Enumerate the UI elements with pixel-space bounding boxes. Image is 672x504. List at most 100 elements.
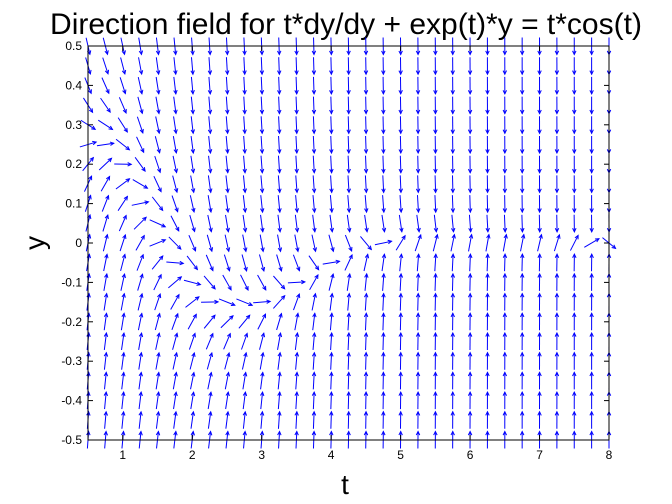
field-arrow [381, 116, 386, 135]
y-tick-label: 0.1 [65, 197, 82, 211]
field-arrow [433, 312, 438, 331]
field-arrow [120, 57, 127, 76]
field-arrow [346, 195, 352, 214]
field-arrow [259, 76, 265, 96]
field-arrow [190, 76, 195, 96]
field-arrow [415, 135, 421, 155]
field-arrow [276, 312, 283, 331]
field-arrow [277, 96, 282, 115]
field-arrow [277, 175, 282, 194]
field-arrow [589, 195, 594, 214]
field-arrow [432, 233, 439, 252]
field-arrow [450, 116, 455, 135]
field-arrow [103, 272, 109, 291]
field-arrow [329, 135, 334, 155]
field-arrow [102, 233, 109, 252]
field-arrow [381, 214, 387, 233]
field-arrow [572, 76, 577, 96]
field-arrow [225, 155, 230, 174]
field-arrow [138, 57, 144, 76]
field-arrow [502, 76, 508, 96]
field-arrow [398, 96, 403, 115]
field-arrow [138, 351, 144, 370]
field-arrow [450, 371, 455, 390]
field-arrow [485, 410, 490, 429]
field-arrow [329, 351, 334, 370]
field-arrow [363, 253, 370, 272]
field-arrow [294, 410, 299, 429]
field-arrow [86, 253, 92, 272]
field-arrow [154, 155, 162, 174]
field-arrow [363, 351, 369, 370]
field-arrow [589, 371, 594, 390]
field-arrow [346, 371, 351, 390]
field-arrow [171, 195, 179, 213]
field-arrow [589, 155, 594, 174]
field-arrow [311, 76, 317, 96]
field-arrow [168, 276, 183, 289]
field-arrow [103, 410, 108, 429]
field-arrow [364, 195, 369, 214]
field-arrow [277, 371, 282, 390]
field-arrow [346, 410, 351, 429]
field-arrow [259, 175, 265, 194]
y-tick-label: -0.2 [61, 315, 82, 329]
field-arrow [329, 410, 334, 429]
field-arrow [520, 175, 525, 194]
field-arrow [450, 195, 456, 214]
field-arrow [277, 195, 282, 214]
field-arrow [294, 175, 299, 194]
field-arrow [520, 312, 525, 331]
x-tick-label: 2 [189, 448, 196, 462]
field-arrow [485, 195, 490, 214]
field-arrow [259, 234, 265, 253]
field-arrow [311, 292, 317, 311]
field-arrow [364, 272, 369, 291]
field-arrow [225, 96, 230, 115]
y-tick-label: -0.1 [61, 275, 82, 289]
field-arrow [485, 351, 490, 370]
field-arrow [589, 253, 594, 272]
field-arrow [381, 390, 386, 410]
field-arrow [363, 135, 369, 155]
field-arrow [329, 57, 334, 76]
field-arrow [294, 214, 300, 233]
field-arrow [155, 410, 161, 429]
field-arrow [240, 274, 249, 292]
field-arrow [398, 214, 404, 233]
field-arrow [277, 351, 282, 370]
field-arrow [554, 292, 560, 311]
field-arrow [294, 331, 300, 350]
field-arrow [502, 57, 508, 76]
field-arrow [173, 410, 178, 429]
field-arrow [277, 332, 283, 350]
field-arrow [554, 135, 560, 155]
field-arrow [309, 273, 319, 291]
field-arrow [381, 57, 386, 76]
field-arrow [485, 390, 490, 410]
field-arrow [450, 253, 456, 272]
field-arrow [398, 253, 404, 272]
field-arrow [260, 214, 265, 233]
field-arrow [294, 390, 299, 410]
field-arrow [205, 254, 214, 272]
field-arrow [137, 76, 144, 95]
field-arrow [225, 391, 230, 410]
field-arrow [398, 390, 403, 410]
field-arrow [433, 410, 438, 429]
field-arrow [433, 57, 438, 76]
field-arrow [589, 135, 594, 155]
field-arrow [537, 57, 542, 76]
field-arrow [363, 155, 369, 174]
field-arrow [589, 410, 594, 429]
field-arrow [151, 255, 164, 270]
field-arrow [502, 390, 508, 410]
field-arrow [120, 292, 126, 311]
field-arrow [450, 390, 455, 410]
field-arrow [589, 96, 594, 115]
x-tick-label: 4 [328, 448, 335, 462]
field-arrow [311, 155, 317, 174]
field-arrow [346, 351, 351, 370]
field-arrow [433, 175, 438, 194]
field-arrow [117, 195, 129, 211]
